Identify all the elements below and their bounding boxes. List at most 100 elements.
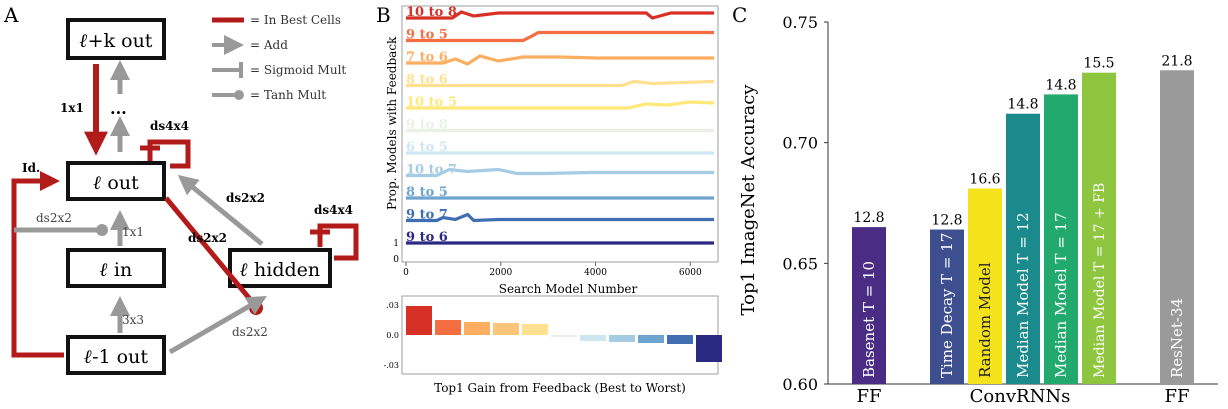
line-chart-ytick-lower: 0 [393,255,399,265]
panel-c-svg: C Top1 ImageNet Accuracy 0.60 0.65 0.70 0.7… [732,3,1218,407]
line-chart-ytick: 1 [393,239,399,249]
accuracy-bar [1160,70,1194,385]
box-prev-out: ℓ-1 out [66,335,166,375]
series-label: 9 to 5 [406,28,448,43]
series-label: 7 to 6 [406,50,448,65]
gain-bar [580,335,606,341]
accuracy-bar-label: Median Model T = 12 [1014,212,1032,378]
panel-b-svg: B Prop. Models with Feedback 10 to 8 9 to… [376,3,722,395]
label-ds2x2-red: ds2x2 [188,231,227,245]
accuracy-bar-top-label: 15.5 [1083,56,1114,72]
accuracy-bar-label: Time Decay T = 17 [938,233,956,378]
edge-out-to-hidden-red [164,196,256,306]
gain-bar [406,306,432,335]
box-in-label: in [108,259,132,281]
gain-ytick-label: 0.0 [386,331,399,340]
svg-text:ℓ out: ℓ out [93,172,139,194]
accuracy-bars: 12.8 Basenet T = 10 12.8 Time Decay T = 17 1… [852,53,1194,385]
box-top-out-label: +k out [88,30,153,52]
series-label: 8 to 5 [406,185,448,200]
gain-bar [551,335,577,337]
accuracy-bar [1082,72,1116,385]
accuracy-ytick-label: 0.60 [782,375,818,394]
label-ds4x4-out: ds4x4 [150,119,189,133]
svg-text:ℓ in: ℓ in [100,259,132,281]
box-in: ℓ in [66,248,166,288]
gain-bar [696,335,722,362]
line-chart-series-labels: 10 to 8 9 to 5 7 to 6 8 to 6 10 to 5 9 to 8 6 … [406,5,457,245]
xtick-label: 0 [403,268,409,278]
line-chart-series [406,10,715,245]
accuracy-yticks: 0.60 0.65 0.70 0.75 [782,13,828,394]
label-ds2x2-left: ds2x2 [36,211,72,225]
label-1x1: 1x1 [122,225,144,239]
gain-ytick-label: -.03 [384,361,399,370]
series-label: 6 to 5 [406,140,448,155]
accuracy-bar-top-label: 12.8 [931,213,962,229]
legend-label: = Sigmoid Mult [250,63,346,77]
panel-b-feedback-charts: B Prop. Models with Feedback 10 to 8 9 to… [372,0,730,405]
accuracy-group-label: ConvRNNs [970,386,1071,405]
svg-text:ℓ hidden: ℓ hidden [240,259,320,281]
panel-a-letter: A [3,3,19,27]
series-line [406,30,714,43]
panel-b-letter: B [376,3,391,27]
series-line [406,54,714,66]
accuracy-bar [852,227,886,384]
box-top-out: ℓ+k out [66,18,166,60]
gain-bar [464,322,490,335]
accuracy-group-label: FF [1165,386,1190,405]
label-identity: Id. [22,161,40,175]
label-ellipsis: ... [110,99,127,118]
accuracy-bar-top-label: 12.8 [853,210,884,226]
gain-bar [435,320,461,335]
accuracy-bar-top-label: 16.6 [969,172,1000,188]
gain-bar [522,324,548,335]
gain-chart-yticks: .03 0.0 -.03 [384,301,399,370]
box-hidden: ℓ hidden [228,248,332,288]
accuracy-bar-top-label: 14.8 [1007,97,1038,113]
series-label: 10 to 5 [406,95,457,110]
ell-symbol: ℓ [80,30,88,52]
svg-text:ℓ+k out: ℓ+k out [80,30,153,52]
ell-symbol: ℓ [240,259,248,281]
box-prev-out-label: -1 out [92,346,148,368]
series-label: 8 to 6 [406,73,448,88]
line-chart-frame [401,5,719,263]
label-1x1-best: 1x1 [60,101,84,115]
series-line [406,79,715,88]
accuracy-ytick-label: 0.65 [782,254,818,273]
accuracy-ylabel: Top1 ImageNet Accuracy [738,84,759,316]
label-ds4x4-hidden: ds4x4 [314,203,353,217]
accuracy-bar-top-label: 21.8 [1161,53,1192,69]
accuracy-bar [930,229,964,384]
accuracy-group-label: FF [857,386,882,405]
line-chart-ylabel: Prop. Models with Feedback [385,36,399,210]
series-line [406,167,714,178]
box-out: ℓ out [66,161,166,201]
accuracy-group-labels: FF ConvRNNs FF [857,386,1190,407]
gain-ytick-label: .03 [386,301,399,310]
gain-bar [638,335,664,343]
ell-symbol: ℓ [100,259,108,281]
series-label: 9 to 6 [406,230,448,245]
accuracy-bar-top-label: 14.8 [1045,77,1076,93]
panel-c-letter: C [732,3,747,27]
diagram-legend: = In Best Cells = Add = Sigmoid Mult = T… [212,13,346,102]
edge-identity [11,171,64,358]
accuracy-bar-label: Random Model [976,262,994,378]
tanh-mult-dot [96,224,108,236]
accuracy-bar-label: Median Model T = 17 + FB [1092,183,1108,378]
ell-symbol: ℓ [84,346,92,368]
series-line [406,10,714,20]
box-hidden-label: hidden [248,259,320,281]
circuit-diagram-svg: A ℓ+k out ℓ out ℓ in ℓ hidden ℓ-1 out 1x… [3,3,359,375]
series-label: 10 to 8 [406,5,457,20]
panel-a-circuit-diagram: A ℓ+k out ℓ out ℓ in ℓ hidden ℓ-1 out 1x… [0,0,372,405]
accuracy-bar [1044,94,1078,385]
gain-bar [667,335,693,344]
series-line [406,100,715,110]
series-label: 9 to 7 [406,208,448,223]
gain-bar [493,323,519,335]
box-out-label: out [101,172,139,194]
